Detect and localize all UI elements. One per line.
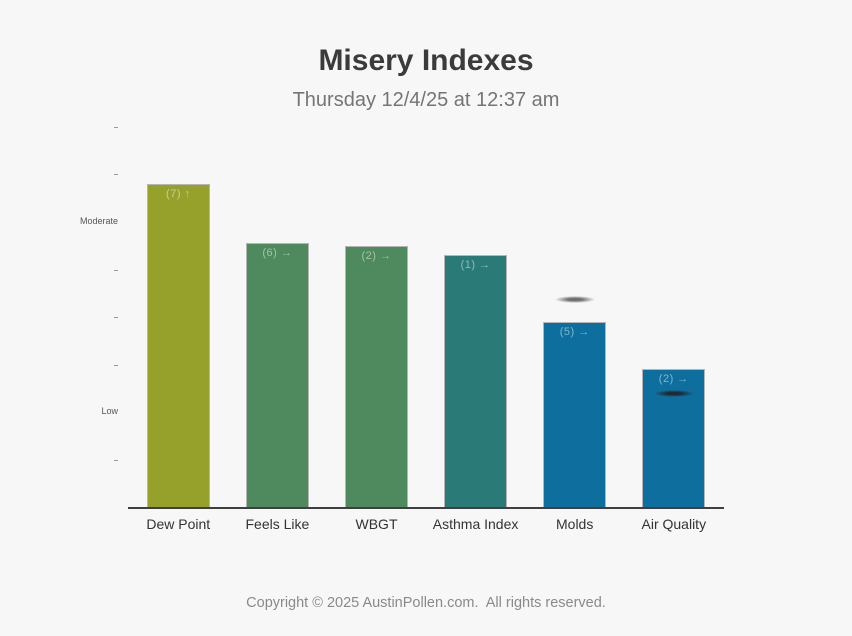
chart-subtitle: Thursday 12/4/25 at 12:37 am [292, 89, 560, 111]
bar-value-label: (2) → [361, 249, 392, 262]
bar-feels-like: (6) → [245, 243, 309, 508]
copyright-text: Copyright © 2025 AustinPollen.com. All r… [246, 595, 606, 611]
y-axis-label-moderate: Moderate [79, 215, 118, 226]
x-axis-line [128, 507, 724, 509]
y-axis-tick [114, 174, 118, 176]
bar-value-label: (6) → [262, 247, 293, 260]
bar-value-label: (5) → [559, 325, 590, 338]
x-axis-label-molds: Molds [556, 516, 594, 532]
x-axis-label-feels-like: Feels Like [245, 516, 310, 532]
bar-asthma-index: (1) → [444, 255, 508, 508]
x-axis-label-wbgt: WBGT [355, 516, 398, 532]
bar-value-label: (7) ↑ [166, 187, 191, 200]
bar-dew-point: (7) ↑ [146, 183, 210, 508]
x-axis-label-air-quality: Air Quality [641, 516, 707, 532]
bar-air-quality: (2) → [642, 369, 706, 508]
bar-value-label: (1) → [460, 259, 491, 272]
y-axis-tick [114, 364, 118, 366]
y-axis-tick [114, 126, 118, 128]
bar-value-label: (2) → [658, 373, 689, 386]
y-axis-tick [114, 317, 118, 319]
y-axis-tick [114, 269, 118, 271]
trend-marker [554, 295, 595, 303]
x-axis-label-dew-point: Dew Point [146, 516, 211, 532]
chart-title: Misery Indexes [318, 44, 534, 77]
x-axis-label-asthma-index: Asthma Index [432, 516, 519, 532]
bar-molds: (5) → [543, 321, 607, 508]
y-axis-tick [114, 459, 118, 461]
bar-wbgt: (2) → [345, 245, 408, 508]
trend-marker [653, 389, 694, 397]
y-axis-label-low: Low [101, 406, 118, 417]
